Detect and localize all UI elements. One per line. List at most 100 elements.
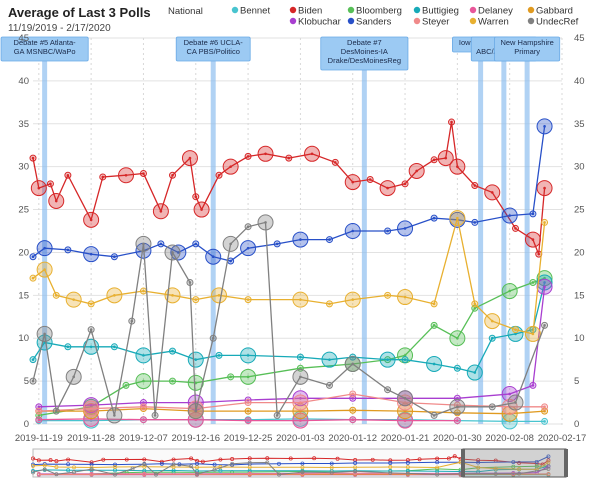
navigator-point [329, 465, 334, 470]
navigator-point [300, 470, 305, 475]
legend-item-klobuchar[interactable]: Klobuchar [289, 16, 341, 27]
legend-item-bennet[interactable]: Bennet [231, 5, 271, 16]
navigator-point [230, 461, 235, 466]
data-point-dot [113, 294, 116, 297]
event-annotation[interactable]: Debate #5 Atlanta-GA MSNBC/WaPo [0, 36, 89, 62]
data-point-dot [142, 172, 145, 175]
data-point-dot [142, 354, 145, 357]
navigator-point [300, 461, 305, 466]
data-point-dot [217, 173, 221, 177]
navigator-point [476, 458, 481, 463]
data-point-dot [275, 242, 279, 246]
data-point-dot [49, 182, 52, 186]
data-point-dot [473, 184, 477, 187]
legend[interactable]: National Bennet Biden Bloomberg Buttigieg Del… [168, 5, 579, 27]
navigator-selection[interactable] [462, 448, 567, 478]
legend-item-buttigieg[interactable]: Buttigieg [413, 5, 459, 16]
navigator-series [32, 461, 549, 476]
navigator-point [405, 465, 410, 470]
data-point-dot [72, 298, 75, 301]
data-point-dot [403, 295, 407, 299]
data-point-dot [456, 366, 459, 370]
navigator-point [534, 459, 539, 464]
navigator-point [452, 454, 457, 459]
data-point-dot [31, 276, 35, 280]
data-point-dot [328, 302, 331, 306]
legend-swatch [413, 6, 421, 14]
navigator-point [546, 464, 551, 469]
navigator-series [32, 461, 549, 470]
data-point-dot [31, 156, 35, 160]
legend-item-label: Gabbard [536, 5, 573, 16]
grid [33, 37, 563, 428]
data-point-dot [43, 332, 46, 336]
navigator-point [189, 464, 194, 469]
legend-swatch [469, 6, 477, 14]
navigator-point [335, 456, 340, 461]
legend-item-delaney[interactable]: Delaney [469, 5, 513, 16]
chart-title: Average of Last 3 Polls [8, 5, 151, 20]
legend-item-warren[interactable]: Warren [469, 16, 509, 27]
data-point-dot [386, 229, 389, 233]
navigator-point [171, 462, 176, 467]
navigator-handle-left[interactable] [461, 449, 465, 477]
data-point-dot [299, 238, 302, 241]
data-point-dot [142, 401, 145, 404]
data-point-dot [37, 186, 41, 190]
navigator-point [265, 456, 270, 461]
navigator-point [42, 467, 47, 472]
data-point-dot [310, 152, 314, 156]
data-point-dot [386, 294, 389, 297]
data-point-dot [531, 212, 535, 216]
navigator-point [31, 470, 35, 475]
event-annotation[interactable]: Debate #6 UCLA-CA PBS/Politico [175, 36, 251, 62]
data-point-dot [171, 379, 174, 383]
range-navigator[interactable] [31, 448, 568, 478]
data-point-dot [246, 409, 250, 413]
data-point-dot [159, 242, 163, 246]
legend-swatch [413, 17, 421, 25]
event-band [478, 38, 484, 424]
data-point-dot [514, 401, 517, 404]
series-delaney [35, 410, 461, 429]
data-point-dot [531, 238, 535, 241]
legend-item-bloomberg[interactable]: Bloomberg [347, 5, 402, 16]
legend-item-undecref[interactable]: UndecRef [527, 16, 579, 27]
navigator-point [159, 461, 164, 466]
navigator-point [405, 471, 410, 476]
data-point-dot [246, 354, 250, 357]
event-label-text: CA PBS/Politico [187, 47, 240, 56]
navigator-handle-right[interactable] [564, 449, 568, 477]
x-tick-label: 2020-02-17 [538, 433, 587, 444]
data-point-dot [37, 409, 41, 413]
y-tick-label-left: 35 [18, 119, 29, 130]
navigator-point [353, 461, 358, 465]
navigator-point [546, 460, 551, 465]
data-point-dot [490, 336, 494, 340]
legend-item-label: UndecRef [536, 16, 579, 27]
event-label-text: DesMoines-IA [341, 47, 388, 56]
legend-item-steyer[interactable]: Steyer [413, 16, 450, 27]
x-tick-label: 2020-01-21 [381, 433, 430, 444]
y-tick-label-right: 35 [574, 119, 585, 130]
data-point-dot [351, 392, 355, 396]
data-point-dot [37, 405, 41, 409]
data-point-dot [351, 298, 355, 301]
data-point-dot [229, 375, 232, 379]
data-point-dot [37, 418, 41, 422]
legend-item-label: Bloomberg [356, 5, 402, 16]
data-point-dot [194, 195, 198, 198]
legend-item-gabbard[interactable]: Gabbard [527, 5, 573, 16]
data-point-dot [89, 407, 93, 410]
y-tick-label-right: 25 [574, 205, 585, 216]
legend-item-sanders[interactable]: Sanders [347, 16, 392, 27]
data-point-dot [246, 246, 250, 250]
data-point-dot [351, 229, 355, 233]
legend-item-biden[interactable]: Biden [289, 5, 323, 16]
data-point-dot [113, 414, 116, 417]
data-point-dot [333, 161, 337, 164]
data-point-dot [246, 375, 250, 379]
data-point-dot [101, 175, 105, 179]
